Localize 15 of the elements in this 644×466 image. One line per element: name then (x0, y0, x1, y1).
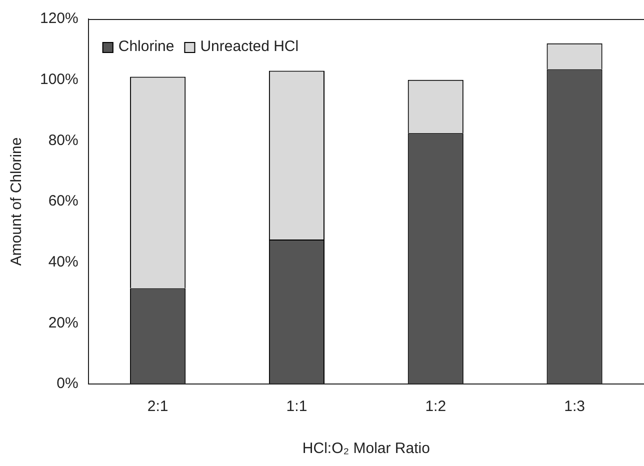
x-axis-title: HCl:O₂ Molar Ratio (302, 440, 430, 458)
y-tick-label: 100% (40, 70, 78, 88)
x-tick-label: 1:3 (564, 398, 585, 416)
y-tick-label: 80% (48, 132, 78, 149)
y-tick-label: 120% (40, 10, 78, 28)
y-axis-title: Amount of Chlorine (8, 137, 26, 266)
legend-label: Unreacted HCl (200, 38, 299, 56)
y-tick-label: 40% (48, 253, 78, 270)
x-tick-label: 1:1 (286, 398, 308, 416)
legend-label: Chlorine (118, 38, 174, 56)
y-tick-label: 0% (56, 375, 78, 392)
y-tick-label: 20% (48, 314, 78, 332)
y-tick-label: 60% (48, 192, 78, 210)
x-tick-label: 2:1 (147, 398, 168, 416)
x-tick-label: 1:2 (425, 398, 446, 416)
